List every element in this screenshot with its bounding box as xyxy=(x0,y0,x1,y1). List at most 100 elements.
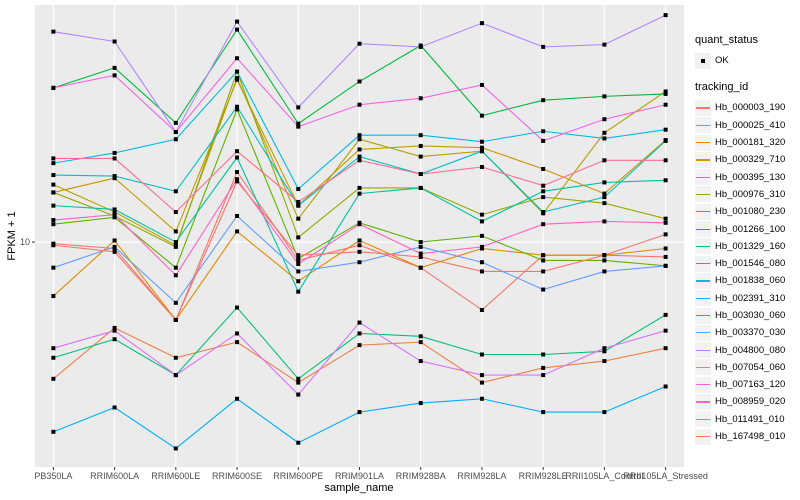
data-point xyxy=(541,183,546,188)
data-point xyxy=(51,203,56,208)
legend-label: Hb_000976_310 xyxy=(715,188,786,200)
x-tick-label: RRIM600LE xyxy=(151,471,200,481)
data-point xyxy=(602,130,607,135)
data-point xyxy=(296,235,301,240)
legend-label: Hb_000025_410 xyxy=(715,119,786,131)
data-point xyxy=(235,340,240,345)
data-point xyxy=(602,180,607,185)
line-key-icon xyxy=(695,290,711,307)
data-point xyxy=(541,138,546,143)
data-point xyxy=(296,121,301,126)
legend-label: Hb_000395_130 xyxy=(715,171,786,183)
legend-label: Hb_003030_060 xyxy=(715,310,786,321)
data-point xyxy=(357,137,362,142)
data-point xyxy=(296,289,301,294)
legend-label: Hb_001838_060 xyxy=(715,275,786,287)
data-point xyxy=(602,191,607,196)
data-point xyxy=(51,376,56,381)
data-point xyxy=(357,191,362,196)
data-point xyxy=(479,233,484,238)
data-point xyxy=(235,69,240,74)
y-axis: 10 xyxy=(20,237,35,247)
data-point xyxy=(602,269,607,274)
data-point xyxy=(112,244,117,249)
data-point xyxy=(357,102,362,107)
data-point xyxy=(418,359,423,364)
line-key-icon xyxy=(695,324,711,341)
data-point xyxy=(357,238,362,243)
line-key-icon xyxy=(695,203,711,220)
data-point xyxy=(173,189,178,194)
data-point xyxy=(602,158,607,163)
data-point xyxy=(357,343,362,348)
line-key-icon xyxy=(695,255,711,272)
data-point xyxy=(357,249,362,254)
data-point xyxy=(112,405,117,410)
x-tick-label: RRII105LA_Stressed xyxy=(623,471,708,481)
data-point xyxy=(541,287,546,292)
data-point xyxy=(479,212,484,217)
data-point xyxy=(418,96,423,101)
data-point xyxy=(296,216,301,221)
data-point xyxy=(51,222,56,227)
data-point xyxy=(357,243,362,248)
data-point xyxy=(602,195,607,200)
data-point xyxy=(357,133,362,138)
data-point xyxy=(51,218,56,223)
data-point xyxy=(357,158,362,163)
data-point xyxy=(112,212,117,217)
data-point xyxy=(479,139,484,144)
line-key-icon xyxy=(695,359,711,376)
data-point xyxy=(235,104,240,109)
x-tick-label: RRIM600PE xyxy=(273,471,323,481)
data-point xyxy=(479,21,484,26)
legend-title-tracking-id: tracking_id xyxy=(695,81,749,94)
data-point xyxy=(173,265,178,270)
legend-label: Hb_003370_030 xyxy=(715,327,786,339)
legend-label: Hb_004800_080 xyxy=(715,344,786,356)
data-point xyxy=(51,429,56,434)
data-point xyxy=(51,265,56,270)
legend-title-quant-status: quant_status xyxy=(695,34,758,46)
data-point xyxy=(479,260,484,265)
data-point xyxy=(418,185,423,190)
data-point xyxy=(112,73,117,78)
data-point xyxy=(602,136,607,141)
data-point xyxy=(663,312,668,317)
data-point xyxy=(296,199,301,204)
legend-label: Hb_167498_010 xyxy=(715,431,786,443)
data-point xyxy=(602,117,607,122)
data-point xyxy=(173,300,178,305)
data-point xyxy=(51,156,56,161)
data-point xyxy=(51,355,56,360)
data-point xyxy=(541,410,546,415)
legend-label: Hb_001329_160 xyxy=(715,240,786,252)
legend-item: Hb_003370_030 xyxy=(695,324,785,341)
data-point xyxy=(235,396,240,401)
data-point xyxy=(235,155,240,160)
data-point xyxy=(541,44,546,49)
line-key-icon xyxy=(695,169,711,186)
line-key-icon xyxy=(695,428,711,445)
data-point xyxy=(296,392,301,397)
legend-item: Hb_001329_160 xyxy=(695,238,785,255)
data-point xyxy=(479,149,484,154)
data-point xyxy=(296,187,301,192)
legend-label: OK xyxy=(715,55,729,67)
legend-label: Hb_007163_120 xyxy=(715,379,786,391)
data-point xyxy=(479,219,484,224)
data-point xyxy=(112,176,117,181)
data-point xyxy=(602,349,607,354)
legend-label: Hb_002391_310 xyxy=(715,292,786,304)
data-point xyxy=(541,129,546,134)
data-point xyxy=(296,269,301,274)
data-point xyxy=(541,365,546,370)
data-point xyxy=(296,105,301,110)
data-point xyxy=(112,207,117,212)
x-tick-label: RRIM600LA xyxy=(90,471,139,481)
legend-item: Hb_000003_190 xyxy=(695,99,785,116)
data-point xyxy=(602,410,607,415)
data-point xyxy=(112,65,117,70)
data-point xyxy=(418,251,423,256)
data-point xyxy=(235,169,240,174)
